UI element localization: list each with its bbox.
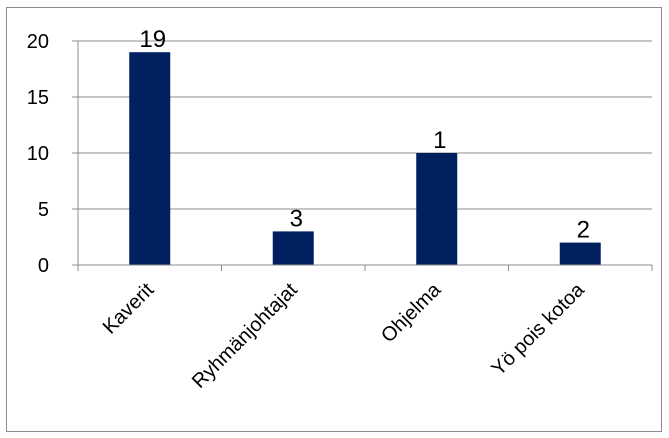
gridlines	[78, 40, 652, 210]
category-labels: Kaverit Ryhmänjohtajat Ohjelma Yö pois koto…	[99, 278, 590, 392]
bar	[416, 153, 458, 265]
x-axis	[77, 41, 653, 271]
category-label: Kaverit	[99, 279, 159, 339]
data-label: 1	[433, 127, 446, 154]
chart-frame	[6, 7, 662, 432]
category-label: Yö pois kotoa	[488, 278, 590, 380]
y-tick-label: 15	[27, 87, 49, 109]
category-label: Ryhmänjohtajat	[188, 279, 302, 393]
y-axis-ticks: 0 5 10 15 20	[27, 31, 78, 277]
y-tick-label: 5	[38, 199, 49, 221]
bars	[129, 52, 601, 266]
data-label: 2	[577, 217, 590, 244]
data-label: 19	[139, 26, 166, 53]
y-tick-label: 0	[38, 255, 49, 277]
y-tick-label: 10	[27, 143, 49, 165]
data-label: 3	[290, 205, 303, 232]
y-tick-label: 20	[27, 31, 49, 53]
data-labels: 19 3 1 2	[139, 26, 590, 243]
bar	[129, 52, 171, 266]
bar	[559, 242, 601, 265]
category-label: Ohjelma	[377, 278, 446, 347]
bar	[272, 231, 314, 265]
